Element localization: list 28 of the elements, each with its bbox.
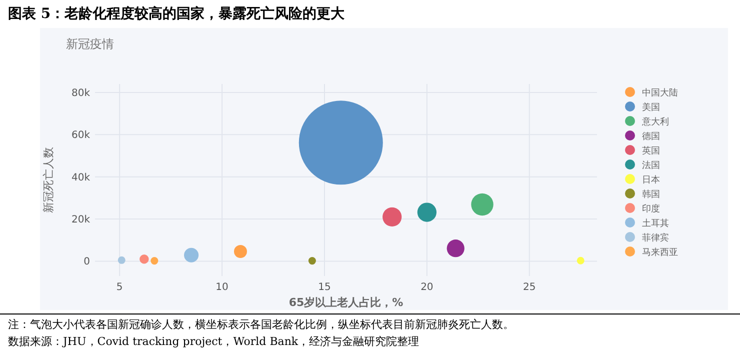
legend-label: 意大利 bbox=[641, 116, 669, 128]
legend-label: 菲律宾 bbox=[642, 232, 669, 244]
y-tick-label: 20k bbox=[71, 214, 90, 226]
source-note: 数据来源：JHU，Covid tracking project，World Bank，经济与金融研究院整理 bbox=[8, 335, 420, 348]
legend-label: 英国 bbox=[642, 146, 660, 156]
legend-label: 日本 bbox=[642, 174, 660, 186]
x-tick-label: 15 bbox=[318, 282, 331, 293]
x-tick-label: 25 bbox=[523, 282, 536, 293]
y-tick-label: 40k bbox=[71, 172, 90, 184]
legend-label: 法国 bbox=[642, 160, 660, 171]
legend-label: 马来西亚 bbox=[642, 247, 678, 258]
chart-title: 图表 5：老龄化程度较高的国家，暴露死亡风险的更大 bbox=[8, 5, 346, 22]
legend-label: 德国 bbox=[642, 131, 660, 142]
x-tick-label: 5 bbox=[116, 282, 123, 293]
x-axis-title: 65岁以上老人占比，% bbox=[288, 296, 404, 309]
y-tick-label: 80k bbox=[71, 88, 90, 99]
chart-subtitle: 新冠疫情 bbox=[66, 37, 114, 51]
legend-label: 土耳其 bbox=[642, 218, 669, 229]
y-tick-label: 60k bbox=[71, 130, 90, 142]
legend-label: 韩国 bbox=[642, 189, 660, 200]
legend-label: 印度 bbox=[642, 204, 660, 214]
legend-label: 美国 bbox=[642, 102, 660, 113]
y-axis-title: 新冠死亡人数 bbox=[42, 147, 55, 213]
x-tick-label: 10 bbox=[216, 282, 228, 293]
text: 注：气泡大小代表各国新冠确诊人数，横坐标表示各国老龄化比例，纵坐标代表目前新冠肺炎死亡人数。 bbox=[8, 318, 514, 331]
y-tick-label: 0 bbox=[84, 256, 90, 268]
legend-label: 中国大陆 bbox=[642, 88, 678, 98]
x-tick-label: 20 bbox=[420, 282, 434, 293]
